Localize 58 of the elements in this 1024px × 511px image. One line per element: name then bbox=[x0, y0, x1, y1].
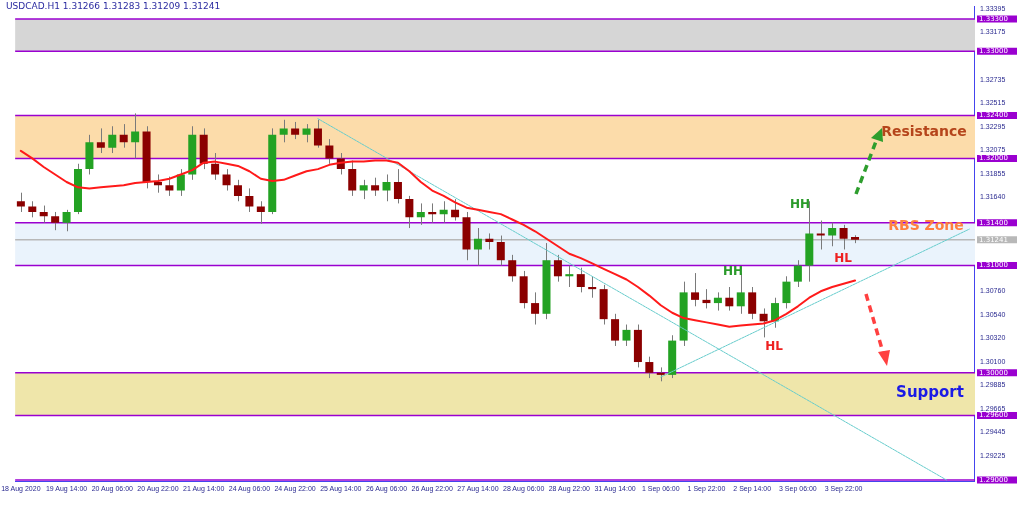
candlestick bbox=[531, 291, 540, 326]
annotation: HL bbox=[834, 251, 853, 266]
candlestick bbox=[553, 254, 562, 283]
candlestick bbox=[348, 160, 357, 197]
candlestick bbox=[748, 286, 757, 320]
candlestick bbox=[119, 123, 128, 149]
candlestick bbox=[211, 152, 220, 181]
candlestick bbox=[622, 324, 631, 347]
candlestick bbox=[233, 179, 242, 202]
candlestick bbox=[96, 127, 105, 154]
candlestick bbox=[245, 187, 254, 213]
candlestick bbox=[588, 275, 597, 299]
candlestick bbox=[793, 259, 802, 288]
candlestick bbox=[839, 224, 848, 250]
candlestick bbox=[279, 119, 288, 143]
candlestick bbox=[51, 211, 60, 231]
candlestick bbox=[782, 275, 791, 309]
candlestick bbox=[496, 235, 505, 267]
candlestick bbox=[382, 173, 391, 202]
candlestick bbox=[702, 288, 711, 309]
annotation: Support bbox=[896, 382, 964, 401]
candlestick bbox=[256, 200, 265, 225]
candlestick bbox=[302, 123, 311, 143]
candlestick bbox=[508, 254, 517, 283]
candlestick bbox=[325, 138, 334, 165]
annotation: HH bbox=[722, 264, 744, 279]
candlestick bbox=[611, 313, 620, 347]
candlestick bbox=[222, 168, 231, 192]
candlestick bbox=[359, 179, 368, 200]
candlestick bbox=[439, 200, 448, 224]
candlestick bbox=[416, 202, 425, 226]
candlestick bbox=[473, 227, 482, 267]
chart-title: USDCAD.H1 1.31266 1.31283 1.31209 1.31241 bbox=[4, 1, 223, 11]
candlestick bbox=[816, 220, 825, 250]
candlestick bbox=[108, 125, 117, 154]
annotation: Resistance bbox=[881, 122, 967, 139]
candlestick bbox=[576, 267, 585, 293]
candlestick bbox=[828, 222, 837, 247]
candlestick bbox=[713, 291, 722, 312]
candlestick bbox=[428, 202, 437, 224]
candlestick bbox=[691, 272, 700, 307]
candlestick bbox=[451, 198, 460, 222]
candlestick bbox=[565, 265, 574, 288]
candlestick bbox=[725, 286, 734, 312]
candlestick bbox=[759, 307, 768, 338]
candlestick bbox=[371, 177, 380, 197]
candlestick bbox=[405, 195, 414, 229]
candlestick bbox=[393, 168, 402, 204]
candlestick bbox=[62, 209, 71, 232]
annotation: HH bbox=[789, 197, 811, 212]
candlestick bbox=[165, 176, 174, 197]
candlestick bbox=[313, 119, 322, 149]
candlestick bbox=[131, 112, 140, 159]
candlestick bbox=[16, 192, 25, 213]
candlestick bbox=[645, 356, 654, 379]
candlestick bbox=[176, 168, 185, 197]
annotation: HL bbox=[765, 339, 784, 354]
candlestick bbox=[153, 173, 162, 194]
